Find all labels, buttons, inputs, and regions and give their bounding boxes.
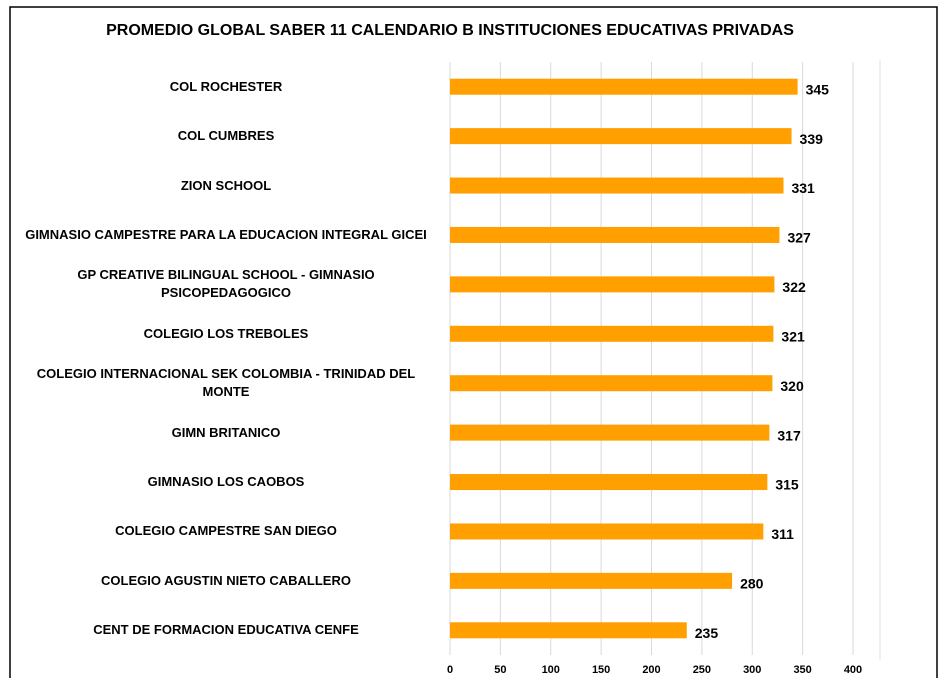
x-tick-label: 250 (693, 664, 711, 676)
data-label: 339 (800, 131, 824, 147)
y-tick-label: COL CUMBRES (177, 128, 275, 144)
y-tick-label: CENT DE FORMACION EDUCATIVA CENFE (93, 622, 359, 638)
x-tick-label: 0 (447, 664, 453, 676)
bar (450, 622, 687, 639)
y-tick-label: GIMNASIO CAMPESTRE PARA LA EDUCACION INT… (25, 226, 427, 242)
data-label: 235 (695, 625, 719, 641)
x-tick-label: 100 (542, 664, 560, 676)
bar (450, 424, 770, 441)
y-tick-label: COLEGIO LOS TREBOLES (143, 325, 309, 341)
x-tick-label: 150 (592, 664, 610, 676)
x-tick-label: 300 (743, 664, 761, 676)
x-tick-label: 350 (793, 664, 811, 676)
x-tick-label: 200 (642, 664, 660, 676)
x-tick-label: 400 (844, 664, 862, 676)
data-label: 331 (791, 180, 815, 196)
data-label: 321 (781, 328, 805, 344)
y-tick-label: COLEGIO INTERNACIONAL SEK COLOMBIA - TRI… (36, 366, 416, 400)
bar (450, 523, 764, 540)
data-label: 345 (806, 81, 830, 97)
y-tick-label: GIMN BRITANICO (171, 424, 281, 440)
bar (450, 226, 780, 243)
bar (450, 177, 784, 194)
data-label: 322 (782, 279, 806, 295)
data-label: 315 (775, 477, 799, 493)
bar (450, 276, 775, 293)
y-tick-label: COL ROCHESTER (169, 78, 283, 94)
y-tick-label: COLEGIO CAMPESTRE SAN DIEGO (115, 523, 337, 539)
chart-frame (9, 6, 938, 678)
y-tick-label: COLEGIO AGUSTIN NIETO CABALLERO (101, 572, 351, 588)
y-tick-label: GP CREATIVE BILINGUAL SCHOOL - GIMNASIO … (77, 267, 375, 301)
data-label: 327 (787, 230, 811, 246)
bar (450, 572, 733, 589)
data-label: 311 (771, 526, 794, 542)
y-tick-label: GIMNASIO LOS CAOBOS (147, 474, 305, 490)
bar (450, 375, 773, 392)
bar (450, 128, 792, 145)
x-tick-label: 50 (494, 664, 506, 676)
data-label: 280 (740, 576, 764, 592)
bar (450, 325, 774, 342)
bar (450, 78, 798, 95)
data-label: 317 (777, 427, 801, 443)
data-label: 320 (780, 378, 804, 394)
chart-title: PROMEDIO GLOBAL SABER 11 CALENDARIO B IN… (106, 22, 794, 39)
y-tick-label: ZION SCHOOL (180, 177, 272, 193)
bar (450, 474, 768, 491)
